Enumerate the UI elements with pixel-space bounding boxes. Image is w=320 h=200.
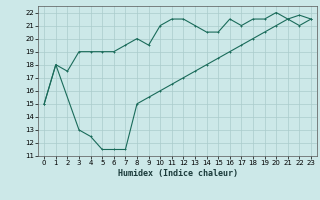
X-axis label: Humidex (Indice chaleur): Humidex (Indice chaleur): [118, 169, 238, 178]
